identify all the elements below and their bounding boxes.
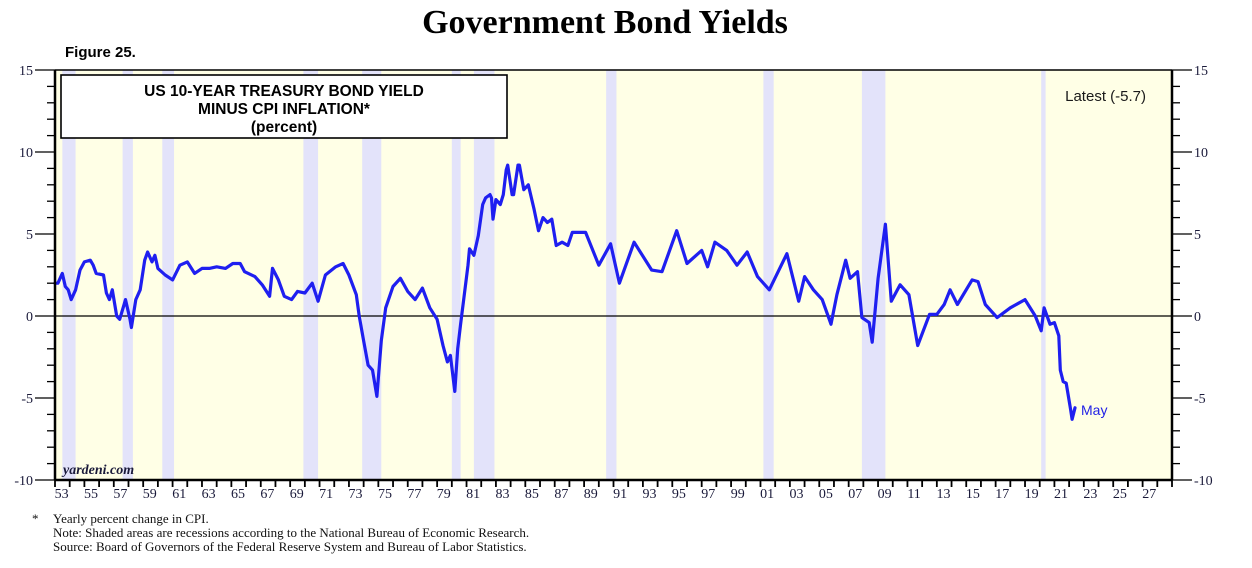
x-tick-label: 63 — [202, 487, 216, 502]
y-ticks-left: 15 10 5 0 -5 -10 — [14, 64, 55, 489]
recession-band — [473, 70, 495, 480]
recession-band — [362, 70, 382, 480]
footnote-asterisk: * — [32, 511, 39, 526]
recession-band — [861, 70, 886, 480]
chart-subtitle: (percent) — [251, 119, 317, 136]
x-tick-label: 79 — [437, 487, 451, 502]
x-tick-label: 71 — [319, 487, 333, 502]
x-tick-label: 21 — [1054, 487, 1068, 502]
footnotes: * Yearly percent change in CPI. Note: Sh… — [32, 511, 529, 554]
chart-title-line1: US 10-YEAR TREASURY BOND YIELD — [144, 83, 424, 100]
x-tick-label: 03 — [789, 487, 803, 502]
y-tick-label-left: 0 — [26, 310, 33, 325]
x-tick-label: 05 — [819, 487, 833, 502]
x-tick-label: 27 — [1142, 487, 1156, 502]
x-tick-label: 97 — [701, 487, 715, 502]
x-tick-label: 75 — [378, 487, 392, 502]
x-tick-label: 61 — [172, 487, 186, 502]
page-title: Government Bond Yields — [422, 4, 788, 41]
x-tick-label: 89 — [584, 487, 598, 502]
x-tick-label: 53 — [55, 487, 69, 502]
x-tick-label: 59 — [143, 487, 157, 502]
x-ticks: 53 55 57 59 61 63 65 67 69 71 73 75 77 79 81 83 85 87 89 91… — [54, 480, 1173, 502]
x-tick-label: 15 — [966, 487, 980, 502]
y-tick-label-left: -10 — [14, 474, 33, 489]
y-tick-label-left: -5 — [21, 392, 33, 407]
x-tick-label: 83 — [496, 487, 510, 502]
x-tick-label: 67 — [260, 487, 274, 502]
recession-band — [122, 70, 133, 480]
end-label-may: May — [1081, 402, 1107, 418]
y-tick-label-right: -10 — [1194, 474, 1213, 489]
y-tick-label-right: 15 — [1194, 64, 1208, 79]
latest-value-label: Latest (-5.7) — [1065, 88, 1146, 105]
x-tick-label: 13 — [936, 487, 950, 502]
x-tick-label: 95 — [672, 487, 686, 502]
x-tick-label: 65 — [231, 487, 245, 502]
footnote-line1: Yearly percent change in CPI. — [53, 511, 209, 526]
x-tick-label: 77 — [407, 487, 421, 502]
y-tick-label-right: 10 — [1194, 146, 1208, 161]
recession-band — [162, 70, 175, 480]
x-tick-label: 85 — [525, 487, 539, 502]
footnote-line2: Note: Shaded areas are recessions accord… — [53, 525, 529, 540]
recession-bands — [62, 70, 1046, 480]
figure-label: Figure 25. — [65, 44, 136, 61]
x-tick-label: 69 — [290, 487, 304, 502]
recession-band — [1041, 70, 1046, 480]
x-tick-label: 87 — [554, 487, 568, 502]
chart-title-line2: MINUS CPI INFLATION* — [198, 101, 371, 118]
y-tick-label-left: 15 — [19, 64, 33, 79]
recession-band — [606, 70, 617, 480]
x-tick-label: 25 — [1113, 487, 1127, 502]
x-tick-label: 23 — [1083, 487, 1097, 502]
x-tick-label: 81 — [466, 487, 480, 502]
title-box-frame — [60, 74, 508, 139]
source-watermark: yardeni.com — [61, 463, 134, 478]
x-tick-label: 17 — [995, 487, 1009, 502]
x-tick-label: 55 — [84, 487, 98, 502]
footnote-line3: Source: Board of Governors of the Federa… — [53, 539, 527, 554]
y-tick-label-right: -5 — [1194, 392, 1206, 407]
recession-band — [62, 70, 76, 480]
x-tick-label: 07 — [848, 487, 862, 502]
x-tick-label: 99 — [731, 487, 745, 502]
y-tick-label-left: 5 — [26, 228, 33, 243]
recession-band — [451, 70, 461, 480]
x-tick-label: 19 — [1025, 487, 1039, 502]
x-tick-label: 09 — [878, 487, 892, 502]
x-tick-label: 73 — [349, 487, 363, 502]
x-tick-label: 11 — [907, 487, 920, 502]
y-tick-label-right: 5 — [1194, 228, 1201, 243]
x-tick-label: 01 — [760, 487, 774, 502]
x-tick-label: 57 — [113, 487, 127, 502]
series-line — [53, 163, 1077, 421]
y-ticks-right: 15 10 5 0 -5 -10 — [1172, 64, 1213, 489]
y-tick-label-right: 0 — [1194, 310, 1201, 325]
x-tick-label: 91 — [613, 487, 627, 502]
x-tick-label: 93 — [643, 487, 657, 502]
chart-title-box: US 10-YEAR TREASURY BOND YIELD MINUS CPI… — [60, 74, 508, 139]
recession-band — [763, 70, 774, 480]
recession-band — [303, 70, 319, 480]
y-tick-label-left: 10 — [19, 146, 33, 161]
